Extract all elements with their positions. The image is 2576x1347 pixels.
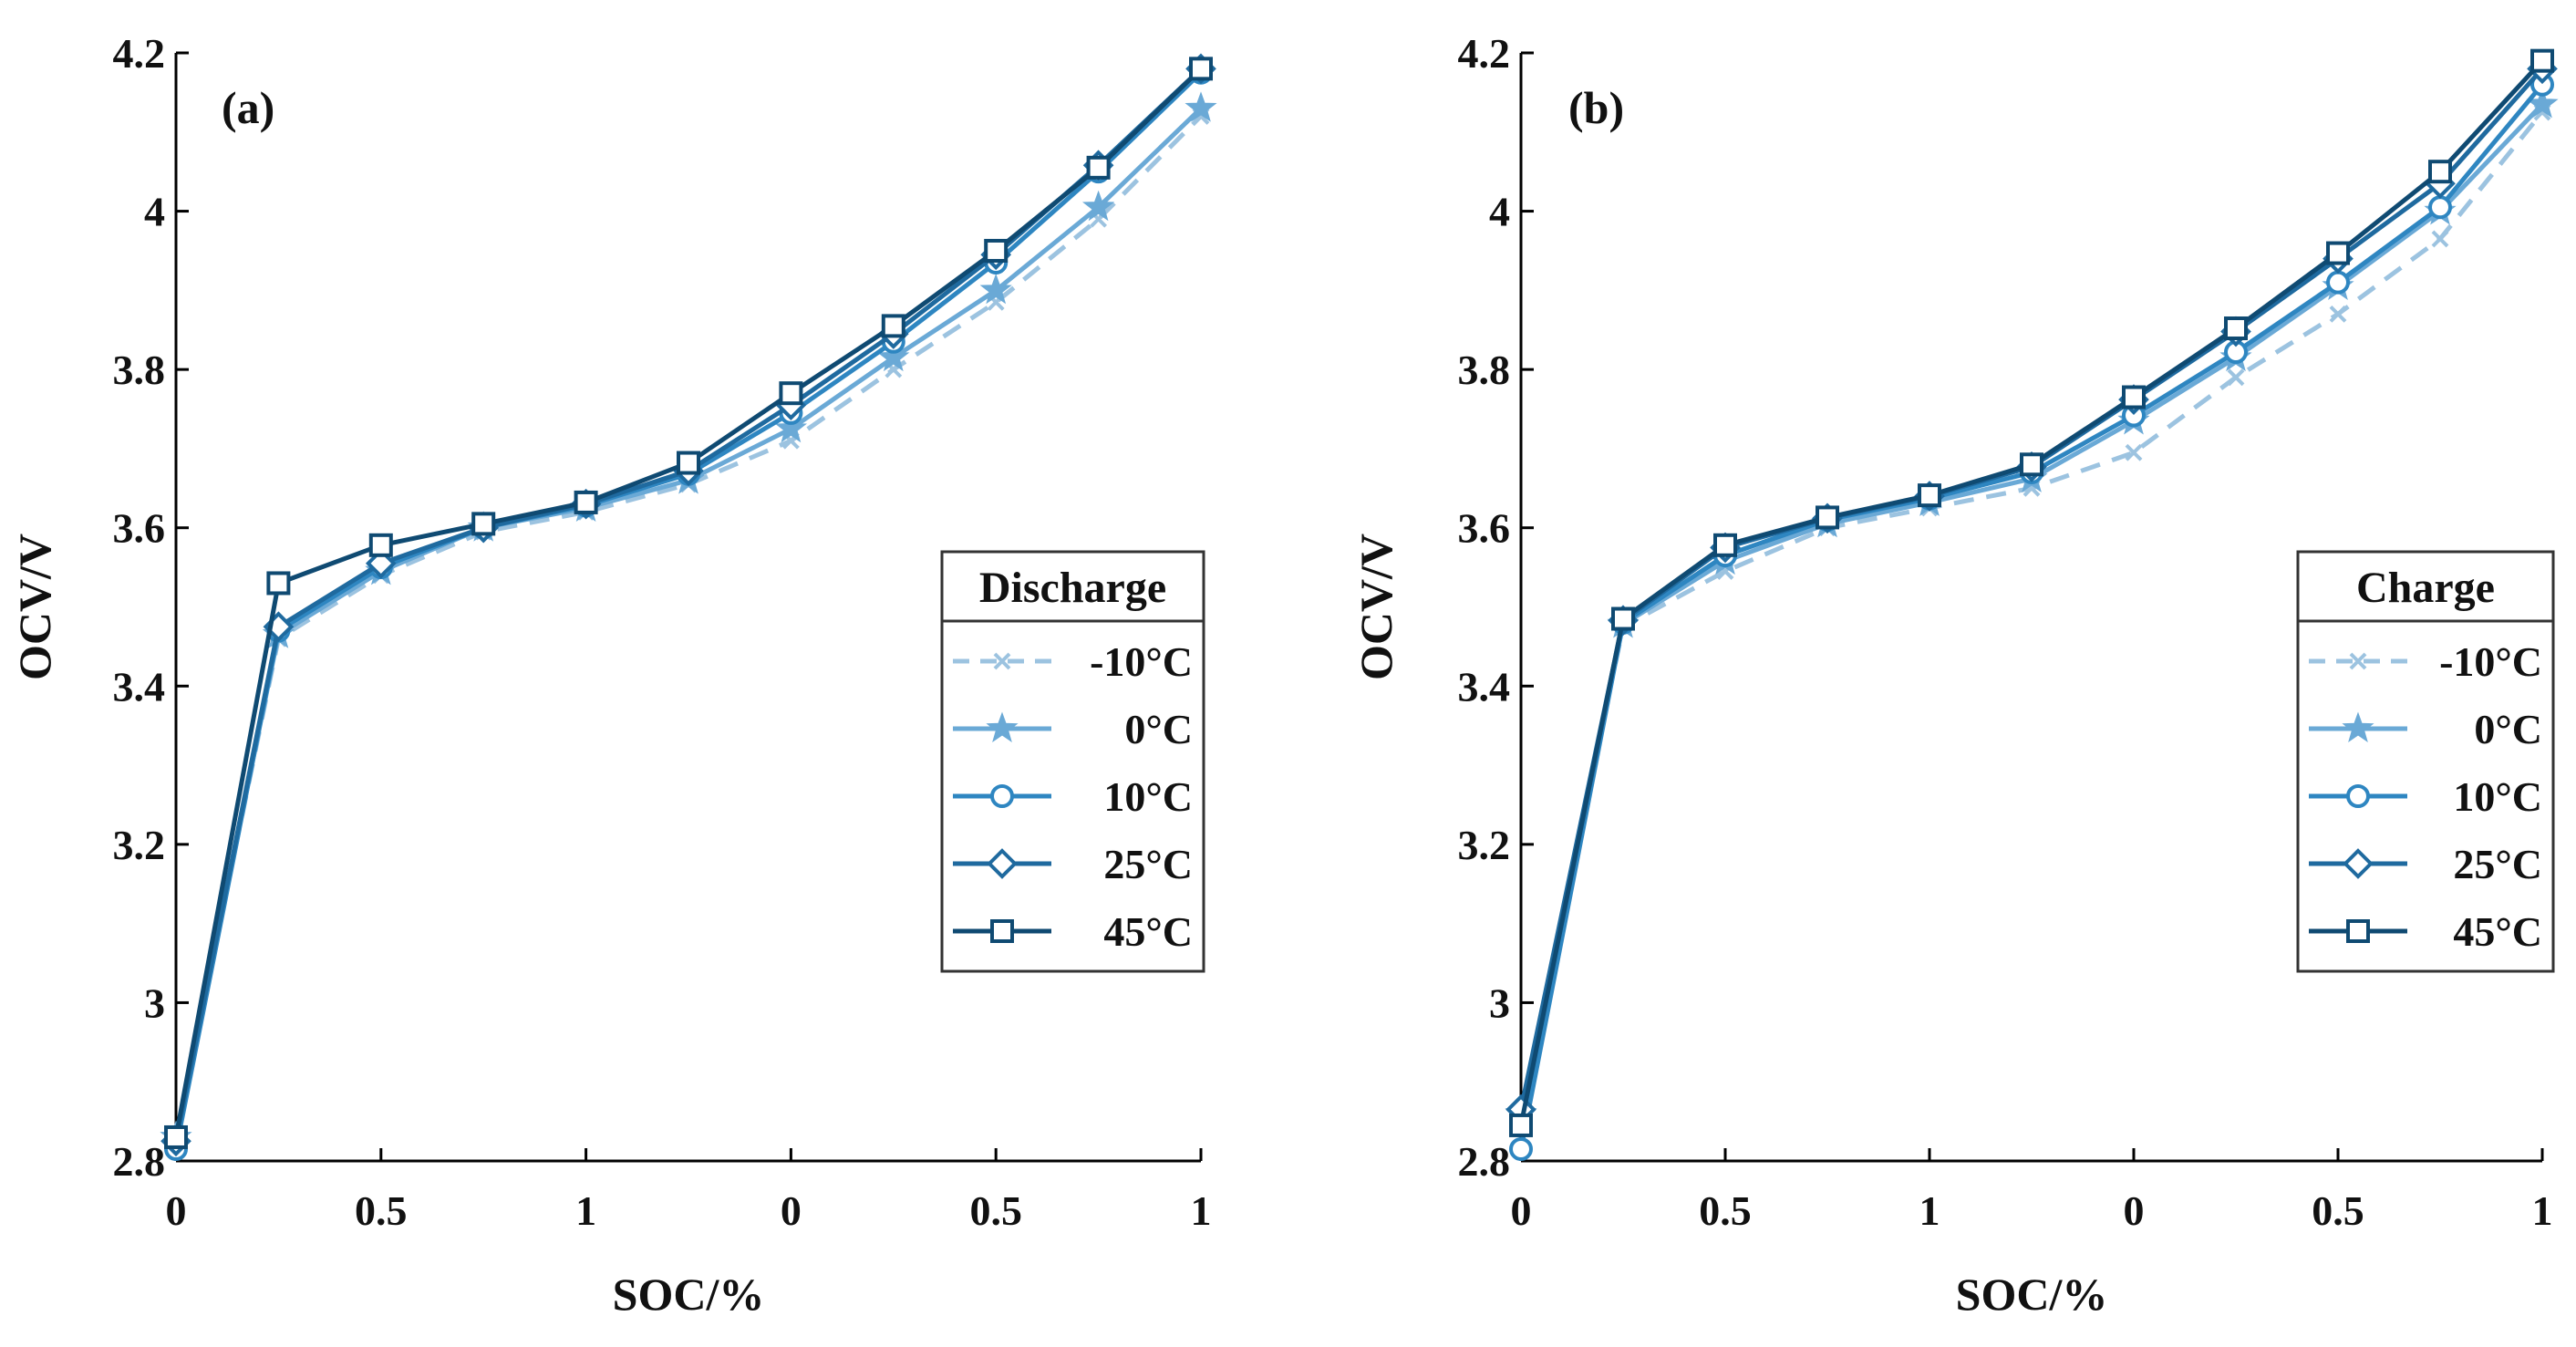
x-tick-label: 0.5 bbox=[969, 1187, 1022, 1234]
y-tick-label: 3.2 bbox=[113, 822, 166, 868]
x-tick-label: 0.5 bbox=[1699, 1187, 1752, 1234]
data-point bbox=[2530, 48, 2554, 73]
y-tick-label: 4 bbox=[1489, 189, 1510, 235]
data-point bbox=[1189, 57, 1213, 81]
legend-label: 0°C bbox=[2474, 706, 2542, 752]
y-tick-label: 3.2 bbox=[1458, 822, 1511, 868]
legend-marker bbox=[2346, 784, 2370, 808]
legend-marker bbox=[986, 711, 1019, 742]
x-axis-label: SOC/% bbox=[1956, 1269, 2108, 1320]
y-tick-label: 3.8 bbox=[1458, 347, 1511, 393]
legend-marker bbox=[990, 784, 1014, 808]
legend-label: 10°C bbox=[2453, 773, 2542, 820]
legend-label: 25°C bbox=[2453, 841, 2542, 887]
legend-label: 10°C bbox=[1103, 773, 1193, 820]
data-point bbox=[2428, 195, 2452, 220]
data-point bbox=[2326, 270, 2350, 295]
data-point bbox=[1816, 505, 1839, 530]
legend-title: Discharge bbox=[979, 564, 1166, 612]
y-tick-label: 3.8 bbox=[113, 347, 166, 393]
panel-label: (a) bbox=[222, 82, 274, 133]
x-tick-label: 0.5 bbox=[355, 1187, 408, 1234]
y-tick-label: 4.2 bbox=[1458, 30, 1511, 77]
legend-label: 45°C bbox=[2453, 908, 2542, 955]
data-point bbox=[1086, 155, 1111, 180]
y-axis-label: OCV/V bbox=[9, 534, 60, 680]
legend: Charge -10°C 0°C 10°C 25°C 45°C bbox=[2296, 550, 2555, 973]
data-point bbox=[1185, 91, 1217, 122]
data-point bbox=[984, 238, 1009, 263]
legend-label: 0°C bbox=[1124, 706, 1193, 752]
data-point bbox=[574, 490, 598, 514]
series-10Cc bbox=[1509, 72, 2554, 1161]
data-point bbox=[881, 314, 905, 338]
x-tick-label: 1 bbox=[575, 1187, 596, 1234]
legend-marker bbox=[2346, 919, 2370, 943]
data-point bbox=[2020, 452, 2043, 477]
data-point bbox=[1918, 483, 1941, 508]
data-point bbox=[779, 381, 803, 406]
data-point bbox=[774, 411, 807, 443]
data-point bbox=[2224, 316, 2248, 341]
x-tick-label: 1 bbox=[2532, 1187, 2553, 1234]
data-point bbox=[1082, 190, 1115, 222]
x-axis-label: SOC/% bbox=[613, 1269, 765, 1320]
y-tick-label: 3.6 bbox=[113, 505, 166, 552]
y-tick-label: 4 bbox=[144, 189, 165, 235]
legend-marker bbox=[993, 652, 1011, 670]
legend-label: 45°C bbox=[1103, 908, 1193, 955]
legend: Discharge -10°C 0°C 10°C 25°C 45°C bbox=[940, 550, 1205, 973]
chart-panel-a: 2.8 3 3.2 3.4 3.6 3.8 4 4.2 0 0.5 1 0 0.5 1 SOC/% OCV/V… bbox=[9, 30, 1217, 1320]
data-point bbox=[1509, 1136, 1533, 1161]
data-point bbox=[979, 273, 1012, 305]
legend-marker bbox=[2343, 848, 2374, 879]
data-point bbox=[266, 571, 291, 596]
data-point bbox=[2326, 241, 2350, 265]
y-axis-label: OCV/V bbox=[1350, 534, 1402, 680]
x-tick-label: 0.5 bbox=[2312, 1187, 2364, 1234]
data-point bbox=[677, 451, 700, 475]
chart-panel-b: 2.8 3 3.2 3.4 3.6 3.8 4 4.2 0 0.5 1 0 0.5 1 SOC/% OCV/V… bbox=[1350, 30, 2559, 1320]
data-point bbox=[368, 533, 393, 557]
data-point bbox=[1713, 533, 1737, 557]
data-point bbox=[2329, 305, 2347, 323]
panel-label: (b) bbox=[1568, 82, 1624, 133]
x-tick-label: 0 bbox=[781, 1187, 802, 1234]
x-tick-label: 0 bbox=[2124, 1187, 2145, 1234]
legend-marker bbox=[2342, 711, 2374, 742]
data-point bbox=[2122, 385, 2146, 409]
y-tick-label: 4.2 bbox=[113, 30, 166, 77]
data-point bbox=[1611, 606, 1635, 631]
x-tick-label: 0 bbox=[1511, 1187, 1532, 1234]
series-45Cc bbox=[164, 57, 1213, 1149]
series-line bbox=[173, 114, 1203, 1138]
legend-label: -10°C bbox=[1090, 638, 1193, 685]
legend-marker bbox=[2349, 652, 2367, 670]
y-tick-label: 3 bbox=[144, 979, 165, 1026]
data-point bbox=[2428, 160, 2452, 184]
x-tick-label: 1 bbox=[1191, 1187, 1212, 1234]
y-tick-label: 3.4 bbox=[113, 663, 166, 710]
series-45Cc bbox=[1509, 48, 2554, 1137]
legend-label: 25°C bbox=[1103, 841, 1193, 887]
data-point bbox=[2431, 230, 2449, 248]
y-tick-label: 3.4 bbox=[1458, 663, 1511, 710]
data-point bbox=[877, 340, 910, 372]
data-point bbox=[164, 1124, 188, 1149]
x-tick-label: 0 bbox=[166, 1187, 187, 1234]
data-point bbox=[1509, 1113, 1533, 1137]
y-tick-label: 2.8 bbox=[1458, 1138, 1511, 1185]
y-tick-label: 3 bbox=[1489, 979, 1510, 1026]
x-tick-label: 1 bbox=[1919, 1187, 1940, 1234]
legend-marker bbox=[987, 848, 1018, 879]
data-point bbox=[2227, 368, 2245, 387]
legend-title: Charge bbox=[2356, 564, 2495, 612]
y-tick-label: 3.6 bbox=[1458, 505, 1511, 552]
y-tick-label: 2.8 bbox=[113, 1138, 166, 1185]
legend-marker bbox=[990, 919, 1014, 943]
legend-label: -10°C bbox=[2439, 638, 2542, 685]
data-point bbox=[2125, 443, 2143, 461]
data-point bbox=[471, 512, 496, 536]
